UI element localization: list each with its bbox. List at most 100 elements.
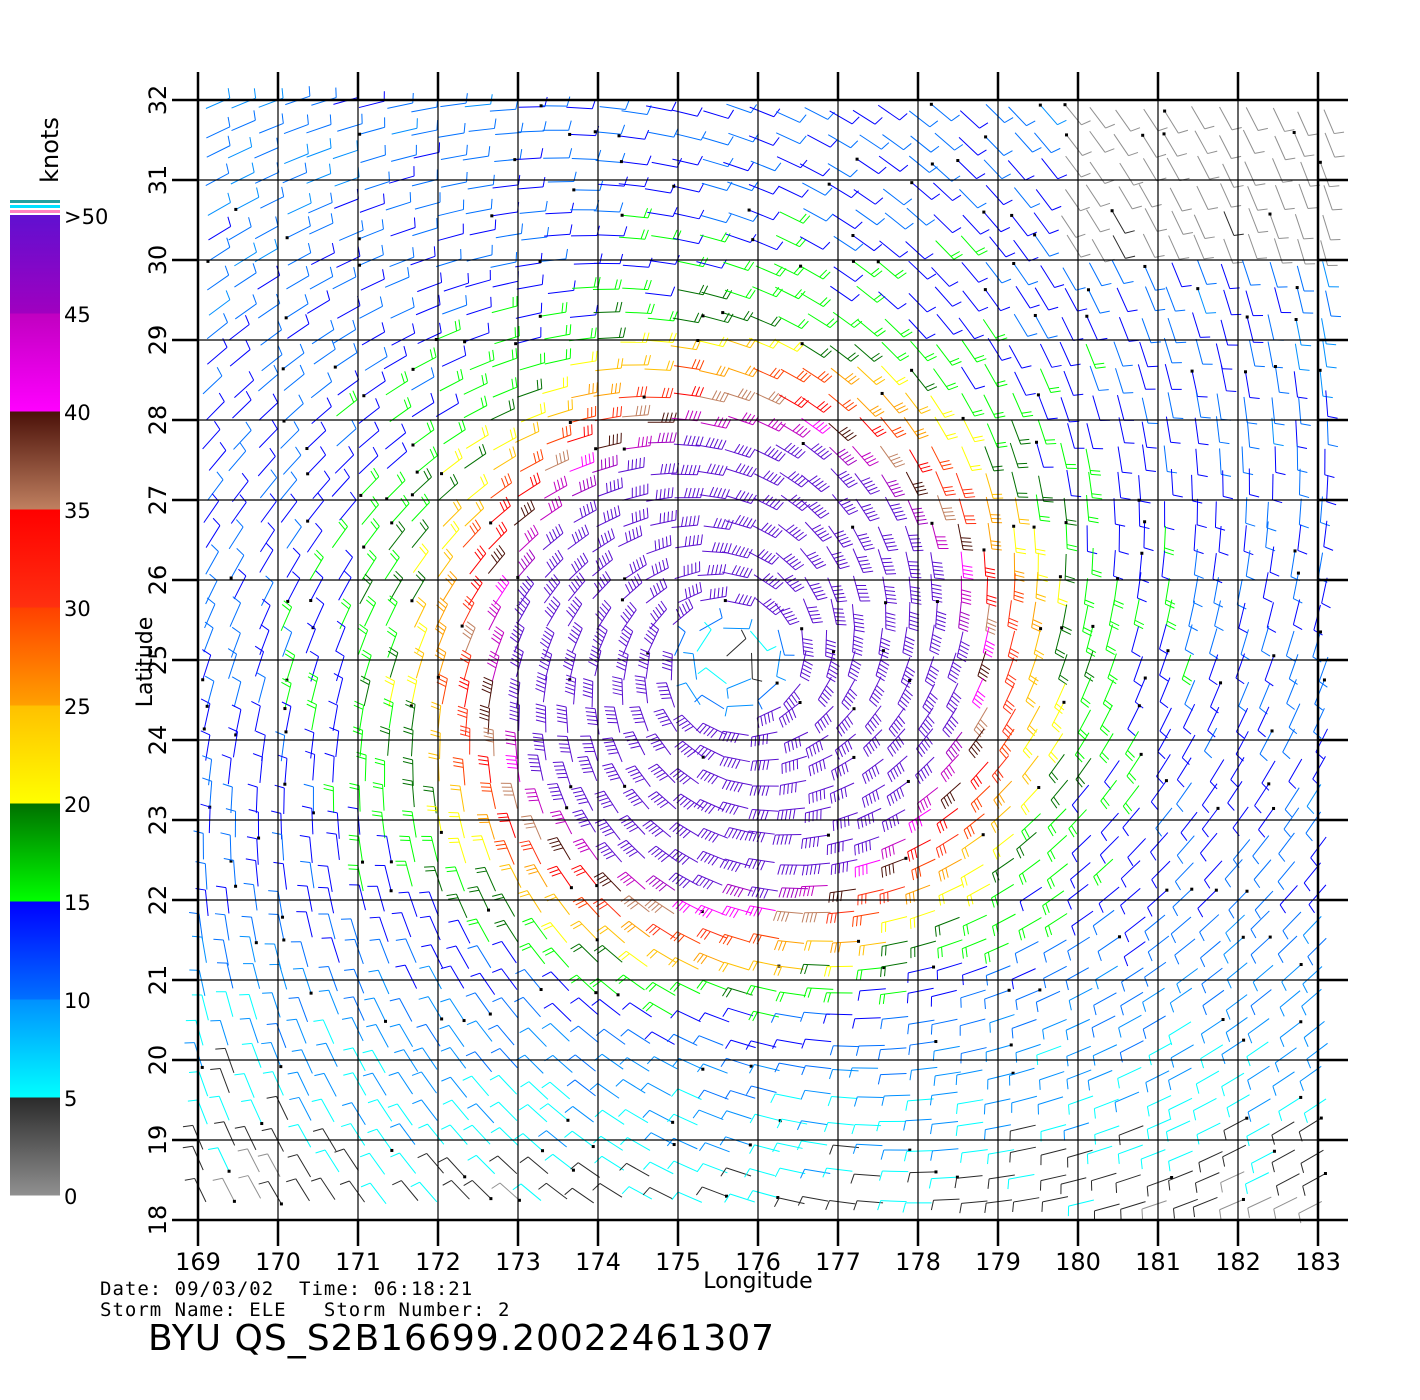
wind-barb: [205, 573, 218, 605]
wind-barb: [1216, 393, 1232, 421]
wind-barb: [934, 916, 960, 937]
wind-barb: [987, 1149, 1015, 1165]
wind-barb: [802, 598, 823, 624]
wind-barb: [415, 294, 441, 316]
wind-barb: [1245, 497, 1256, 527]
wind-barb: [827, 577, 848, 603]
wind-barb: [391, 323, 416, 346]
wind-barb: [1064, 553, 1075, 584]
wind-barb: [1176, 968, 1199, 994]
wind-barb: [1048, 733, 1064, 764]
wind-barb: [985, 604, 997, 635]
wind-barb: [470, 972, 496, 995]
wind-barb: [1063, 497, 1077, 526]
wind-barb: [960, 551, 974, 580]
wind-barb: [438, 474, 459, 501]
wind-barb: [869, 676, 885, 707]
wind-barb: [542, 120, 572, 131]
wind-barb: [667, 848, 699, 865]
wind-barb: [881, 838, 906, 860]
wind-barb: [853, 1096, 884, 1107]
wind-barb: [1200, 1044, 1224, 1069]
wind-barb: [985, 262, 1012, 284]
wind-barb: [1209, 628, 1219, 660]
wind-barb: [594, 790, 619, 814]
wind-barb: [335, 620, 346, 652]
wind-barb: [492, 271, 519, 288]
wind-barb: [1141, 421, 1157, 449]
wind-barb: [776, 650, 787, 681]
wind-barb: [1181, 734, 1196, 766]
wind-barb: [1322, 340, 1337, 369]
wind-barb: [1123, 941, 1146, 967]
wind-barb: [1257, 706, 1270, 738]
wind-barb: [1204, 860, 1223, 889]
wind-barb: [775, 111, 807, 123]
wind-barb: [902, 1202, 932, 1213]
wind-barb: [854, 344, 883, 362]
wind-barb: [755, 418, 786, 432]
wind-barb: [592, 550, 613, 577]
wind-barb: [203, 621, 214, 653]
wind-barb: [1232, 839, 1251, 868]
wind-barb: [723, 260, 755, 271]
wind-barb: [830, 285, 860, 302]
wind-barb: [440, 448, 463, 476]
wind-barb: [888, 707, 906, 738]
wind-barb: [1133, 656, 1144, 687]
wind-barb: [1086, 525, 1098, 555]
wind-barb: [568, 405, 597, 424]
wind-barb: [1040, 265, 1065, 289]
wind-barb: [856, 807, 882, 830]
latitude-tick-label: 22: [144, 885, 172, 916]
wind-barb: [983, 1098, 1011, 1115]
wind-barb: [622, 788, 650, 810]
wind-barb: [1032, 525, 1046, 556]
wind-barb: [970, 761, 989, 790]
wind-barb: [292, 967, 313, 995]
wind-barb: [857, 988, 886, 1001]
wind-barb: [212, 1177, 236, 1203]
wind-barb: [693, 744, 724, 761]
wind-barb: [239, 994, 258, 1020]
wind-barb: [1090, 1172, 1117, 1191]
wind-barb: [441, 520, 460, 550]
wind-barb: [909, 1066, 938, 1081]
wind-barb: [492, 997, 519, 1019]
wind-barb: [877, 104, 908, 121]
wind-barb: [1207, 706, 1220, 738]
wind-barb: [492, 968, 518, 990]
wind-barb: [623, 731, 646, 756]
wind-barb: [469, 219, 497, 236]
wind-barb: [672, 312, 704, 324]
wind-barb: [930, 574, 943, 603]
wind-barb: [671, 1088, 702, 1100]
wind-barb: [1194, 1172, 1220, 1193]
wind-barb: [645, 577, 668, 604]
wind-barb: [383, 698, 394, 729]
wind-barb: [184, 1042, 204, 1069]
wind-barb: [1012, 392, 1034, 418]
wind-barb: [642, 1001, 673, 1016]
wind-barb: [1196, 287, 1217, 314]
legend-tick-label: 25: [64, 695, 91, 719]
wind-barb: [805, 734, 829, 759]
wind-barb: [251, 701, 261, 732]
wind-barb: [466, 244, 493, 262]
wind-barb: [880, 391, 909, 414]
wind-barb: [1025, 677, 1037, 708]
wind-barb: [780, 423, 811, 438]
wind-barb: [1167, 317, 1187, 344]
wind-barb: [1244, 161, 1266, 186]
wind-barb: [903, 1118, 932, 1131]
wind-barb: [439, 1024, 465, 1047]
wind-barb: [443, 419, 466, 445]
wind-barb: [287, 314, 310, 339]
wind-barb: [726, 489, 757, 504]
longitude-tick-label: 177: [815, 1248, 861, 1276]
wind-barb: [582, 678, 594, 708]
wind-barb: [882, 576, 897, 604]
wind-barb: [1172, 1198, 1198, 1219]
wind-barb: [327, 810, 340, 839]
wind-barb: [520, 1081, 549, 1100]
